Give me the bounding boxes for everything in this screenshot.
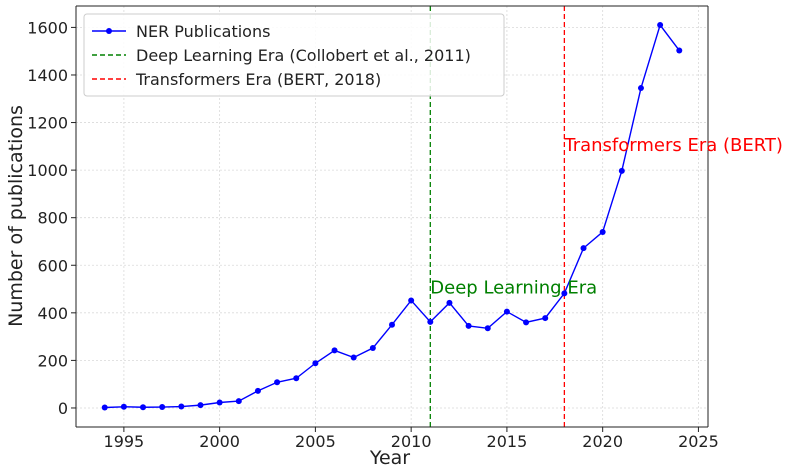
reference-annotation: Transformers Era (BERT) — [563, 135, 783, 156]
data-point — [389, 321, 395, 328]
x-tick-label: 2015 — [487, 432, 528, 451]
legend-label: NER Publications — [136, 22, 270, 41]
data-point — [274, 379, 281, 386]
data-point — [427, 318, 434, 325]
axes-spines — [75, 5, 709, 428]
data-point — [216, 399, 223, 406]
legend: NER Publications Deep Learning Era (Collo… — [83, 13, 505, 97]
data-point — [350, 354, 357, 361]
data-point — [523, 319, 530, 326]
data-point — [101, 404, 108, 411]
data-point — [676, 47, 683, 54]
legend-marker — [106, 28, 112, 34]
data-point — [293, 375, 300, 382]
x-tick-label: 1995 — [104, 432, 145, 451]
y-tick-label: 1000 — [27, 161, 68, 180]
data-point — [140, 404, 147, 411]
x-tick-label: 2005 — [295, 432, 336, 451]
x-axis-label: Year — [369, 447, 410, 469]
y-tick-label: 200 — [37, 351, 68, 370]
data-point — [580, 245, 587, 252]
data-point — [599, 228, 606, 235]
reference-lines — [429, 6, 566, 427]
data-point — [312, 360, 319, 367]
y-tick-label: 0 — [58, 399, 68, 418]
data-point — [503, 308, 510, 315]
axis-ticks: 0 200 400 600 800 1000 1200 1400 1600 1995 2000 200… — [27, 18, 719, 451]
legend-label: Transformers Era (BERT, 2018) — [135, 70, 381, 89]
data-point — [254, 387, 261, 394]
y-tick-label: 1200 — [27, 114, 68, 133]
series — [101, 22, 683, 411]
annotations: Deep Learning Era Transformers Era (BERT) — [430, 135, 783, 299]
data-point — [618, 167, 625, 174]
data-point — [235, 398, 242, 405]
y-tick-label: 600 — [37, 256, 68, 275]
y-tick-label: 1400 — [27, 66, 68, 85]
y-tick-label: 1600 — [27, 18, 68, 37]
data-point — [465, 322, 472, 329]
y-axis-label: Number of publications — [5, 105, 27, 327]
x-tick-label: 2025 — [678, 432, 719, 451]
data-point — [484, 325, 491, 332]
data-point — [178, 403, 185, 410]
x-tick-label: 2000 — [199, 432, 240, 451]
data-point — [159, 404, 166, 411]
reference-annotation: Deep Learning Era — [430, 278, 597, 299]
data-point — [331, 347, 338, 354]
data-point — [542, 315, 549, 322]
x-tick-label: 2020 — [582, 432, 623, 451]
y-tick-label: 400 — [37, 304, 68, 323]
data-point — [120, 403, 127, 410]
y-tick-label: 800 — [37, 209, 68, 228]
data-point — [561, 290, 568, 297]
data-point — [657, 22, 664, 29]
data-point — [637, 85, 644, 92]
x-tick-label: 2010 — [391, 432, 432, 451]
legend-box — [83, 13, 505, 97]
legend-label: Deep Learning Era (Collobert et al., 201… — [136, 46, 471, 65]
data-point — [446, 299, 453, 306]
data-point — [369, 345, 376, 352]
data-point — [197, 402, 204, 409]
data-point — [408, 297, 415, 304]
